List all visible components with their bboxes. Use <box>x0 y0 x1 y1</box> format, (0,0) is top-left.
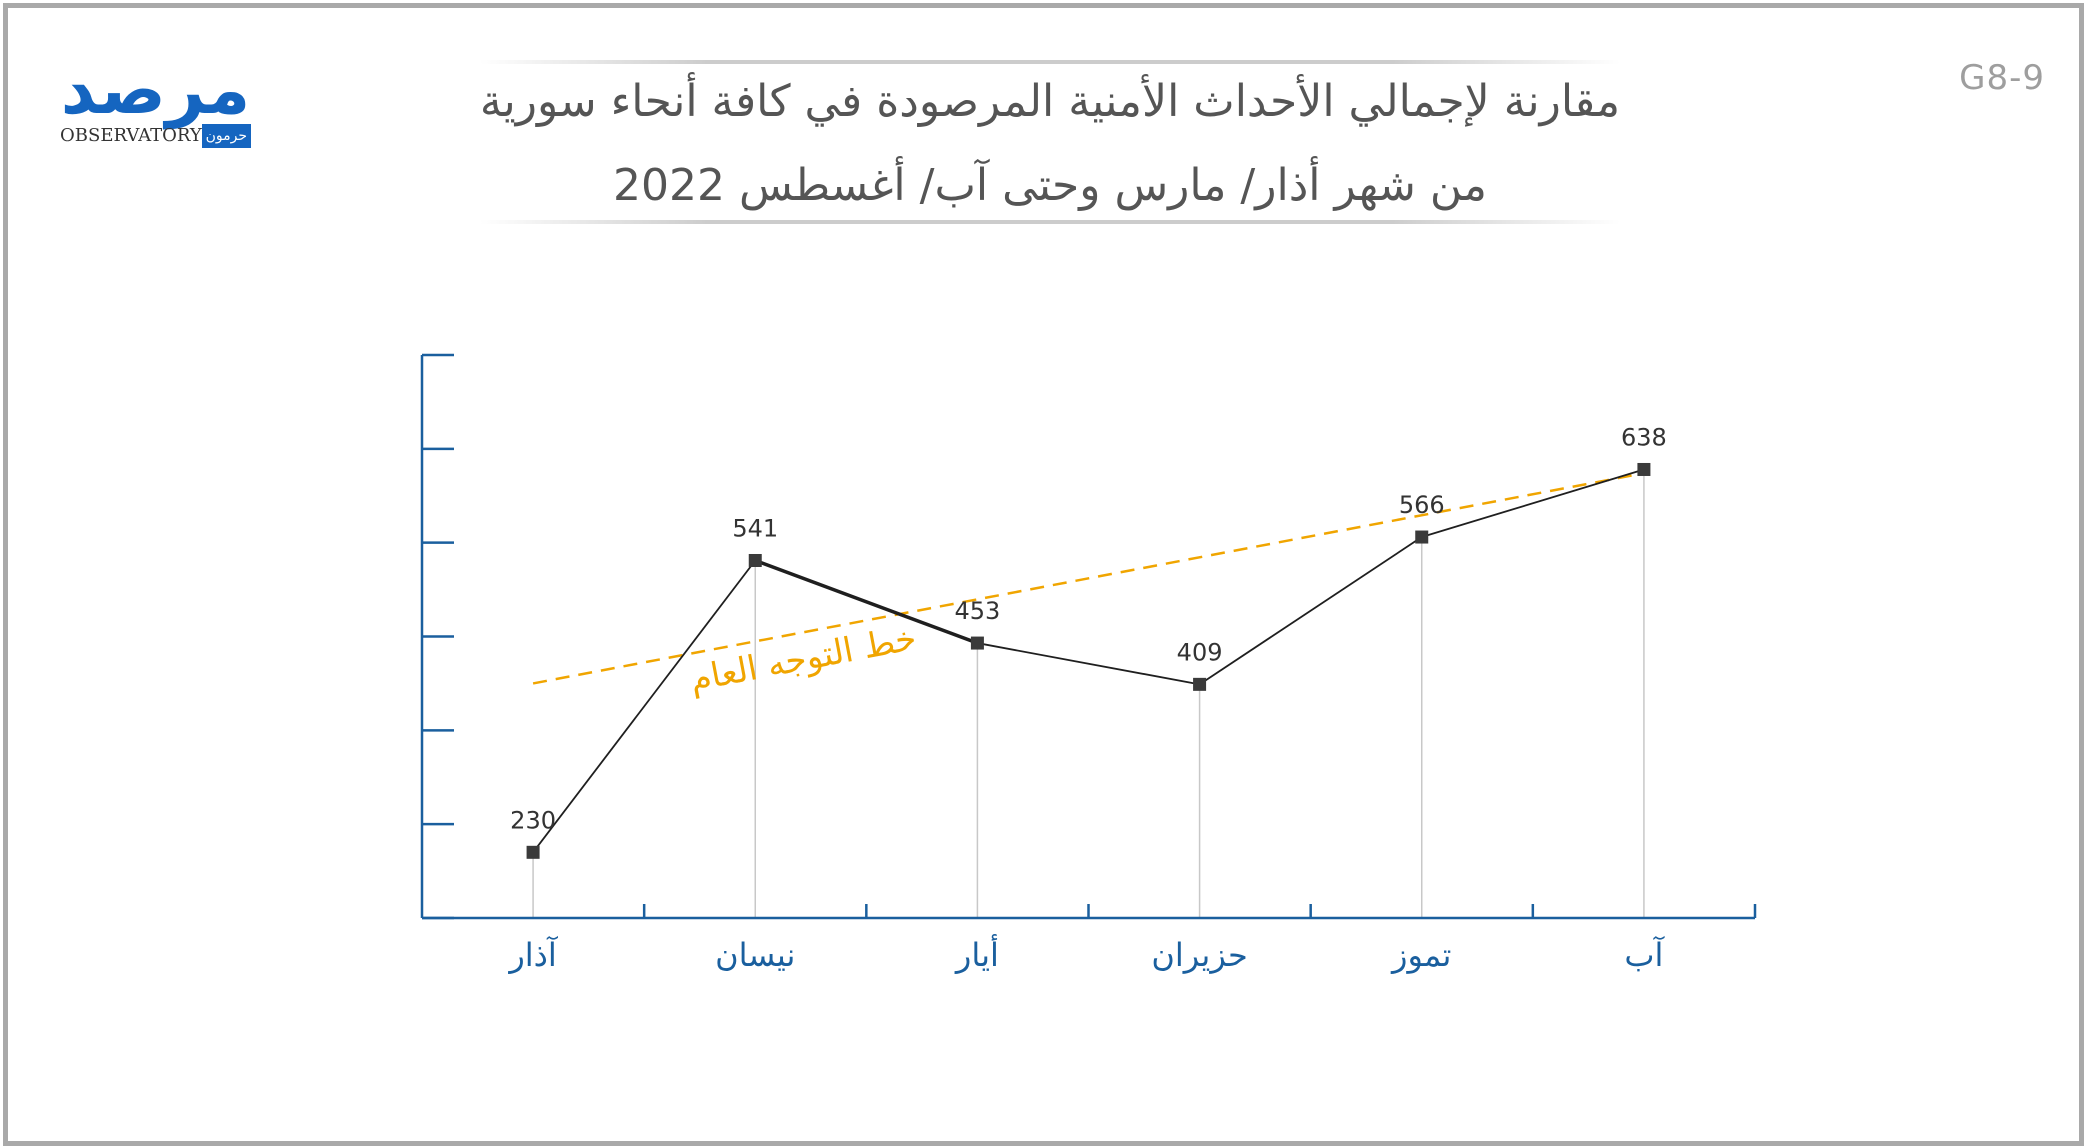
logo: مرصد OBSERVATORY حرمون <box>58 56 258 156</box>
chart-subtitle: من شهر أذار/ مارس وحتى آب/ أغسطس 2022 <box>613 160 1487 211</box>
data-point-5 <box>1415 530 1429 544</box>
title-top-rule <box>480 60 1620 64</box>
logo-latin: OBSERVATORY <box>60 125 202 146</box>
trend-line <box>532 472 1645 685</box>
category-label-3: أيار <box>954 934 999 974</box>
category-label-2: نيسان <box>715 936 795 974</box>
data-point-6 <box>1637 462 1651 476</box>
data-label-3: 453 <box>955 597 1001 625</box>
logo-subline: OBSERVATORY حرمون <box>58 124 253 148</box>
logo-arabic: مرصد <box>60 51 254 130</box>
data-label-5: 566 <box>1399 491 1445 519</box>
series-segment-1 <box>532 559 756 853</box>
data-label-6: 638 <box>1621 423 1667 451</box>
category-label-5: تموز <box>1390 936 1451 974</box>
data-point-3 <box>970 636 984 650</box>
category-label-1: آذار <box>507 935 559 974</box>
trend-label: خط التوجه العام <box>687 618 920 700</box>
data-label-1: 230 <box>510 806 556 834</box>
chart-frame <box>3 3 2084 1146</box>
series-segment-2 <box>754 558 979 645</box>
series-segment-5 <box>1421 468 1645 538</box>
chart-title: مقارنة لإجمالي الأحداث الأمنية المرصودة … <box>479 76 1621 127</box>
chart-code: G8-9 <box>1959 58 2045 98</box>
category-label-6: آب <box>1624 935 1665 974</box>
data-label-4: 409 <box>1177 638 1223 666</box>
title-bottom-rule <box>480 220 1620 224</box>
data-point-4 <box>1193 677 1207 691</box>
data-label-2: 541 <box>732 514 778 542</box>
data-point-2 <box>748 553 762 567</box>
title-block: مقارنة لإجمالي الأحداث الأمنية المرصودة … <box>460 70 1640 218</box>
logo-arabic-small: حرمون <box>201 124 251 148</box>
series-segment-3 <box>977 642 1200 686</box>
data-point-1 <box>526 845 540 859</box>
category-label-4: حزيران <box>1151 936 1247 974</box>
series-segment-4 <box>1199 536 1423 686</box>
